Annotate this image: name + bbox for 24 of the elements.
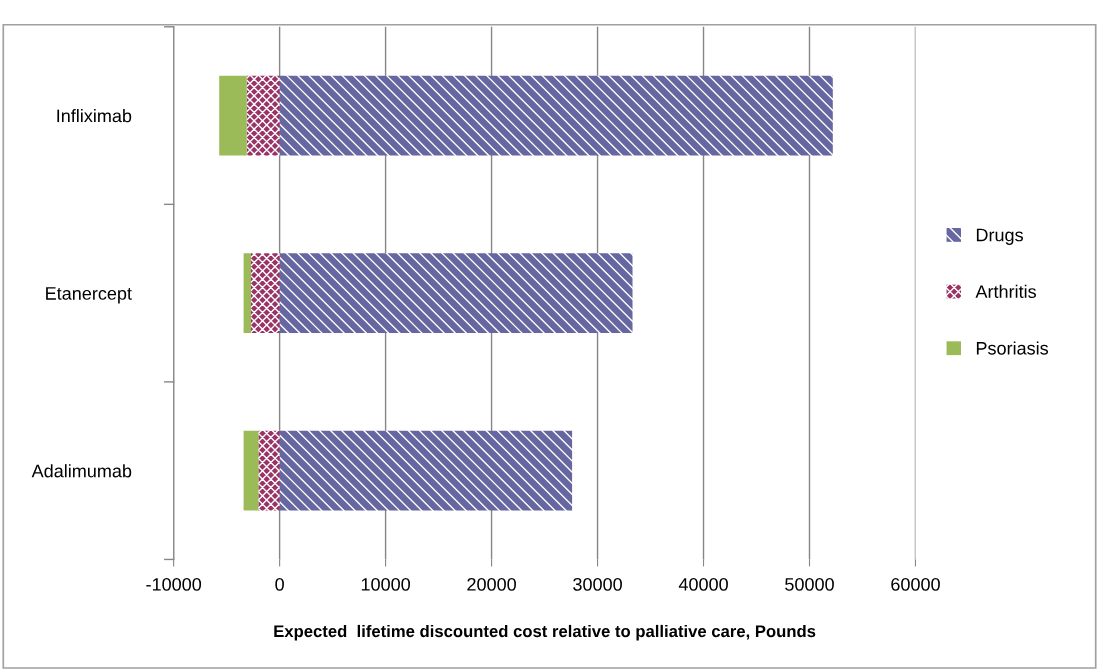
y-tick-label: Etanercept (46, 287, 132, 304)
legend-label: Arthritis (975, 284, 1036, 299)
x-tick-label: -10000 (146, 577, 202, 591)
x-tick-label: 10000 (361, 577, 410, 591)
bar (279, 253, 633, 334)
x-tick-label: 40000 (678, 577, 728, 591)
x-tick-label: 20000 (467, 577, 516, 591)
bar (243, 430, 259, 511)
y-tick-label: Adalimumab (31, 464, 132, 478)
legend-label: Drugs (976, 228, 1023, 245)
x-axis-title: Expected lifetime discounted cost relative to palliative care, Pounds (274, 624, 816, 641)
bar (279, 75, 833, 156)
bar (258, 430, 280, 511)
bar (243, 253, 251, 334)
bar (219, 75, 247, 156)
bar (251, 253, 280, 334)
bar (246, 75, 280, 156)
y-tick-label: Infliximab (57, 109, 132, 123)
legend-label: Psoriasis (976, 341, 1049, 355)
bar (279, 430, 573, 511)
x-tick-label: 60000 (891, 577, 940, 591)
x-tick-label: 0 (275, 577, 284, 591)
x-tick-label: 50000 (785, 577, 834, 591)
x-tick-label: 30000 (573, 577, 622, 591)
